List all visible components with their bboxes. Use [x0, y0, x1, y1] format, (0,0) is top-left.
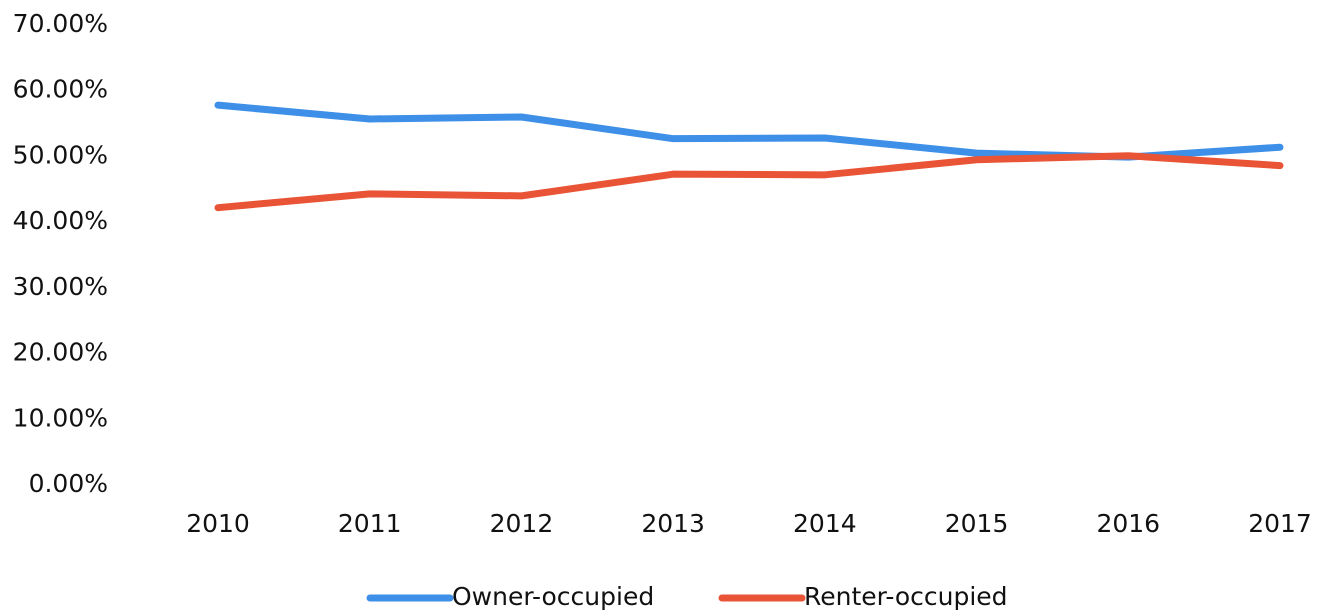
legend-label: Renter-occupied	[804, 582, 1008, 611]
x-tick-label: 2017	[1248, 509, 1312, 538]
y-tick-label: 60.00%	[13, 75, 108, 104]
legend-label: Owner-occupied	[452, 582, 654, 611]
x-tick-label: 2011	[338, 509, 402, 538]
y-tick-label: 30.00%	[13, 272, 108, 301]
y-tick-label: 50.00%	[13, 140, 108, 169]
x-tick-label: 2010	[186, 509, 250, 538]
y-tick-label: 10.00%	[13, 403, 108, 432]
x-tick-label: 2013	[641, 509, 705, 538]
y-tick-label: 40.00%	[13, 206, 108, 235]
x-tick-label: 2015	[945, 509, 1009, 538]
x-tick-label: 2012	[490, 509, 554, 538]
y-tick-label: 70.00%	[13, 9, 108, 38]
x-tick-label: 2016	[1096, 509, 1160, 538]
y-tick-label: 0.00%	[29, 469, 108, 498]
y-tick-label: 20.00%	[13, 338, 108, 367]
series-line	[214, 101, 1284, 161]
x-tick-label: 2014	[793, 509, 857, 538]
series-line	[214, 152, 1284, 212]
